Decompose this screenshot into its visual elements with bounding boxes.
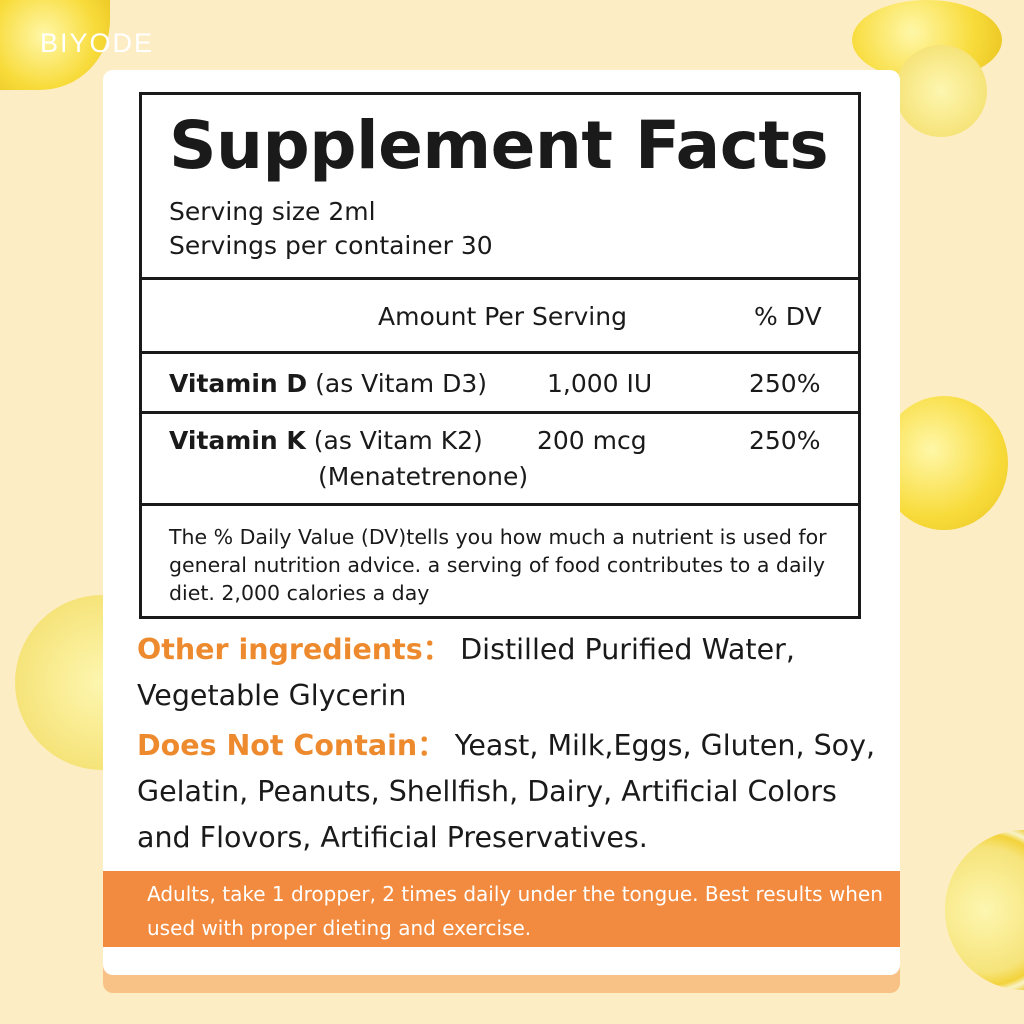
nutrient-source-detail: (Menatetrenone) <box>318 462 529 491</box>
brand-logo: BIYODE <box>40 28 155 58</box>
header-dv: % DV <box>754 302 822 331</box>
does-not-contain-label: Does Not Contain： <box>137 729 446 762</box>
nutrient-name: Vitamin K <box>169 426 306 455</box>
label-card <box>103 70 900 975</box>
nutrient-amount: 200 mcg <box>537 426 647 455</box>
nutrient-dv: 250% <box>749 369 821 398</box>
servings-per-container: Servings per container 30 <box>169 231 493 260</box>
directions-band: Adults, take 1 dropper, 2 times daily un… <box>103 871 900 947</box>
supplement-facts-table: Supplement Facts Serving size 2ml Servin… <box>139 92 861 619</box>
header-amount: Amount Per Serving <box>378 302 627 331</box>
nutrient-amount: 1,000 IU <box>547 369 653 398</box>
facts-title: Supplement Facts <box>169 107 829 184</box>
other-ingredients-text: Distilled Purified Water, Vegetable Glyc… <box>137 633 795 712</box>
nutrient-row: Vitamin K (as Vitam K2) (Menatetrenone) … <box>142 414 858 506</box>
lemon-slice-decoration <box>945 830 1024 990</box>
does-not-contain: Does Not Contain： Yeast, Milk,Eggs, Glut… <box>137 723 877 861</box>
nutrient-dv: 250% <box>749 426 821 455</box>
nutrient-source: (as Vitam D3) <box>315 369 487 398</box>
other-ingredients-label: Other ingredients： <box>137 633 452 666</box>
other-ingredients: Other ingredients： Distilled Purified Wa… <box>137 627 877 719</box>
nutrient-source: (as Vitam K2) <box>313 426 483 455</box>
lemon-decoration <box>880 396 1008 530</box>
nutrient-row: Vitamin D (as Vitam D3) 1,000 IU 250% <box>142 354 858 414</box>
lemon-slice-decoration <box>895 45 987 137</box>
nutrient-name: Vitamin D <box>169 369 308 398</box>
serving-size: Serving size 2ml <box>169 197 376 226</box>
does-not-contain-text: Yeast, Milk,Eggs, Gluten, Soy, Gelatin, … <box>137 729 876 854</box>
dv-footnote: The % Daily Value (DV)tells you how much… <box>169 525 827 605</box>
